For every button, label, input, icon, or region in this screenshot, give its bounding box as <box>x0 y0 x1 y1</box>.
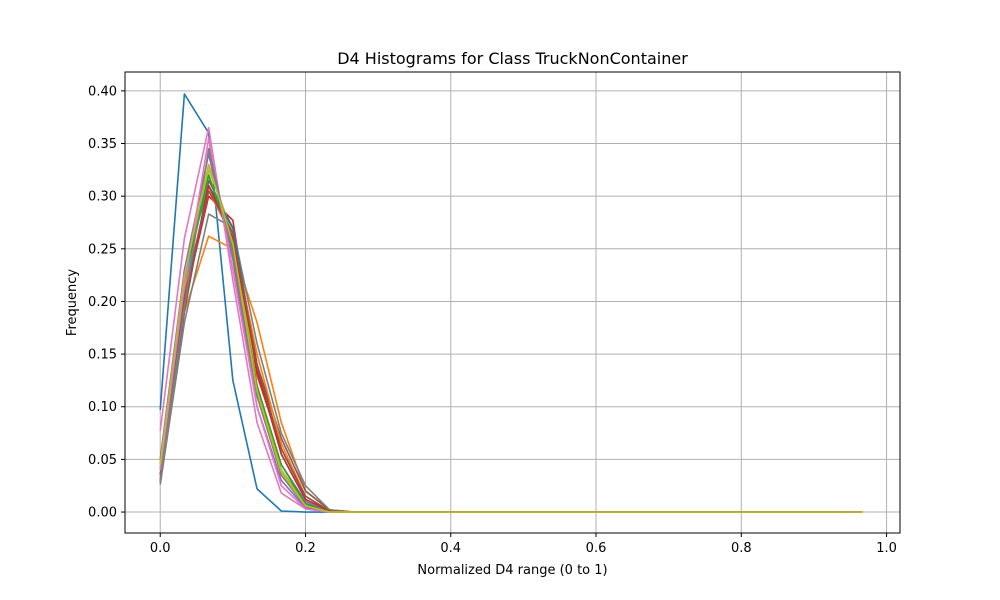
y-tick-label: 0.05 <box>88 453 117 468</box>
x-tick-label: 0.2 <box>295 541 316 556</box>
x-tick-label: 0.6 <box>586 541 607 556</box>
y-tick-label: 0.10 <box>88 400 117 415</box>
plot-frame <box>124 71 901 534</box>
x-axis-label: Normalized D4 range (0 to 1) <box>417 563 607 578</box>
y-tick-label: 0.25 <box>88 242 117 257</box>
y-tick-label: 0.30 <box>88 190 117 205</box>
y-axis-label: Frequency <box>65 269 80 336</box>
y-tick-label: 0.00 <box>88 506 117 521</box>
x-tick-label: 0.8 <box>731 541 752 556</box>
y-tick-label: 0.20 <box>88 295 117 310</box>
series-layer <box>159 93 863 513</box>
x-tick-label: 0.4 <box>440 541 461 556</box>
plot-area <box>125 72 900 533</box>
x-tick-label: 1.0 <box>876 541 897 556</box>
x-tick-label: 0.0 <box>150 541 171 556</box>
y-tick-label: 0.35 <box>88 137 117 152</box>
series-line-19 <box>159 163 863 513</box>
chart-title: D4 Histograms for Class TruckNonContaine… <box>337 49 688 68</box>
ticks: 0.0 0.2 0.4 0.6 0.8 1.0 0.00 0.05 0.10 0.15 0.20 0.… <box>88 84 897 556</box>
y-tick-label: 0.15 <box>88 348 117 363</box>
y-tick-label: 0.40 <box>88 84 117 99</box>
